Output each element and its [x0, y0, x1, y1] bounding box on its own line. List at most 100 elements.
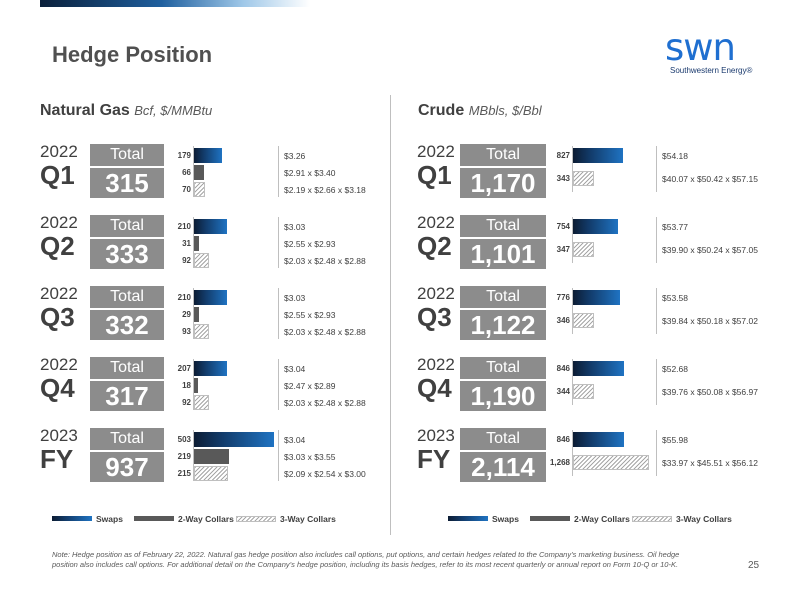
period-label: Q1 [417, 160, 452, 190]
total-value: 315 [105, 168, 149, 198]
period-label: Q3 [417, 302, 452, 332]
total-label: Total [90, 286, 164, 310]
price-divider-line [278, 430, 279, 481]
bar-axis-line [193, 359, 194, 410]
price-label: $39.84 x $50.18 x $57.02 [662, 316, 758, 326]
price-label: $53.58 [662, 293, 688, 303]
swap-bar [573, 219, 618, 234]
3way-bar [194, 466, 228, 481]
volume-label: 92 [182, 398, 191, 407]
total-label: Total [460, 357, 546, 381]
bar-axis-line [572, 217, 573, 263]
crude-title: Crude [418, 102, 465, 119]
total-value: 1,190 [470, 381, 536, 411]
volume-label: 754 [556, 222, 570, 231]
period-year: 2022 [40, 142, 78, 161]
period-label: FY [40, 444, 74, 474]
bar-axis-line [572, 146, 573, 192]
volume-label: 347 [556, 245, 570, 254]
page-title: Hedge Position [52, 42, 213, 67]
total-label: Total [460, 286, 546, 310]
price-label: $3.03 x $3.55 [284, 452, 336, 462]
price-label: $3.04 [284, 364, 306, 374]
period-label: Q3 [40, 302, 75, 332]
footnote: Note: Hedge position as of February 22, … [52, 550, 680, 569]
period-label: Q1 [40, 160, 75, 190]
3way-bar [573, 384, 594, 399]
2way-bar [194, 236, 199, 251]
total-value: 1,170 [470, 168, 536, 198]
legend-3way-label: 3-Way Collars [676, 514, 732, 524]
volume-label: 92 [182, 256, 191, 265]
period-year: 2022 [417, 284, 455, 303]
price-label: $2.19 x $2.66 x $3.18 [284, 185, 366, 195]
price-label: $3.03 [284, 293, 306, 303]
logo-tagline: Southwestern Energy® [670, 66, 753, 75]
2way-bar [194, 165, 204, 180]
logo-wordmark: swn [665, 26, 736, 69]
swap-bar [573, 148, 623, 163]
3way-bar [194, 395, 209, 410]
total-label: Total [90, 357, 164, 381]
volume-label: 29 [182, 310, 191, 319]
legend-2way-label: 2-Way Collars [178, 514, 234, 524]
total-box: Total 937 [90, 428, 164, 482]
volume-label: 219 [177, 452, 191, 461]
bar-axis-line [193, 288, 194, 339]
period-label: FY [417, 444, 451, 474]
volume-label: 344 [556, 387, 570, 396]
gas-unit: Bcf, $/MMBtu [134, 103, 213, 118]
price-label: $40.07 x $50.42 x $57.15 [662, 174, 758, 184]
3way-bar [194, 253, 209, 268]
legend-swap-swatch [448, 516, 488, 521]
swap-bar [194, 148, 222, 163]
volume-label: 503 [177, 435, 191, 444]
bar-axis-line [193, 430, 194, 481]
total-box: Total 317 [90, 357, 164, 411]
price-label: $3.03 [284, 222, 306, 232]
volume-label: 93 [182, 327, 191, 336]
legend-2way-swatch [530, 516, 570, 521]
price-label: $3.04 [284, 435, 306, 445]
price-divider-line [278, 146, 279, 197]
volume-label: 70 [182, 185, 191, 194]
total-box: Total 315 [90, 144, 164, 198]
total-box: Total 1,190 [460, 357, 546, 411]
bar-axis-line [193, 217, 194, 268]
gas-title: Natural Gas [40, 102, 130, 119]
price-label: $2.03 x $2.48 x $2.88 [284, 398, 366, 408]
period-year: 2023 [40, 426, 78, 445]
swap-bar [194, 290, 227, 305]
total-box: Total 2,114 [460, 428, 546, 482]
price-label: $33.97 x $45.51 x $56.12 [662, 458, 758, 468]
volume-label: 846 [556, 435, 570, 444]
period-label: Q2 [417, 231, 452, 261]
total-box: Total 332 [90, 286, 164, 340]
total-value: 333 [105, 239, 149, 269]
2way-bar [194, 307, 199, 322]
price-label: $2.91 x $3.40 [284, 168, 336, 178]
total-box: Total 333 [90, 215, 164, 269]
price-divider-line [656, 430, 657, 476]
swap-bar [573, 432, 624, 447]
price-label: $55.98 [662, 435, 688, 445]
page-number: 25 [748, 560, 760, 571]
total-value: 332 [105, 310, 149, 340]
legend-2way-swatch [134, 516, 174, 521]
volume-label: 207 [177, 364, 191, 373]
total-label: Total [90, 144, 164, 168]
period-label: Q2 [40, 231, 75, 261]
volume-label: 18 [182, 381, 191, 390]
price-divider-line [278, 359, 279, 410]
total-label: Total [460, 144, 546, 168]
company-logo: swn Southwestern Energy® [665, 28, 765, 78]
top-accent-bar [40, 0, 310, 7]
swap-bar [194, 219, 227, 234]
bar-axis-line [572, 288, 573, 334]
3way-bar [573, 455, 649, 470]
price-divider-line [278, 288, 279, 339]
3way-bar [194, 182, 205, 197]
volume-label: 343 [556, 174, 570, 183]
total-box: Total 1,122 [460, 286, 546, 340]
price-label: $2.55 x $2.93 [284, 239, 336, 249]
